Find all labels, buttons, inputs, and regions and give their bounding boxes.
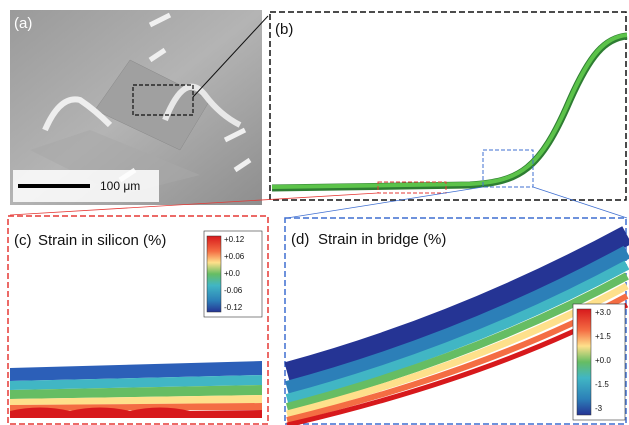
colorbar-label: -0.06: [224, 286, 243, 295]
panel-c: (c) Strain in silicon (%) +0.12 +0.06 +0…: [8, 216, 268, 424]
colorbar-label: +0.0: [595, 356, 611, 365]
colorbar-label: -3: [595, 404, 603, 413]
colorbar-label: +3.0: [595, 308, 611, 317]
panel-title: Strain in bridge (%): [318, 231, 446, 248]
colorbar-label: +0.12: [224, 235, 245, 244]
colorbar-label: +1.5: [595, 332, 611, 341]
scale-bar-label: 100 μm: [100, 179, 140, 193]
panel-label: (c): [14, 232, 32, 249]
panel-a: 100 μm (a): [10, 10, 262, 205]
figure: 100 μm (a) (b) (c) Strain in silicon (%)…: [0, 0, 629, 425]
panel-b: (b): [270, 12, 627, 200]
panel-label: (a): [14, 15, 32, 32]
colorbar-label: -0.12: [224, 303, 243, 312]
panel-label: (b): [275, 21, 293, 38]
colorbar-label: -1.5: [595, 380, 609, 389]
colorbar-label: +0.06: [224, 252, 245, 261]
panel-label: (d): [291, 231, 309, 248]
panel-title: Strain in silicon (%): [38, 232, 166, 249]
colorbar-label: +0.0: [224, 269, 240, 278]
panel-d: (d) Strain in bridge (%) +3.0 +1.5 +0.0 …: [285, 218, 627, 425]
